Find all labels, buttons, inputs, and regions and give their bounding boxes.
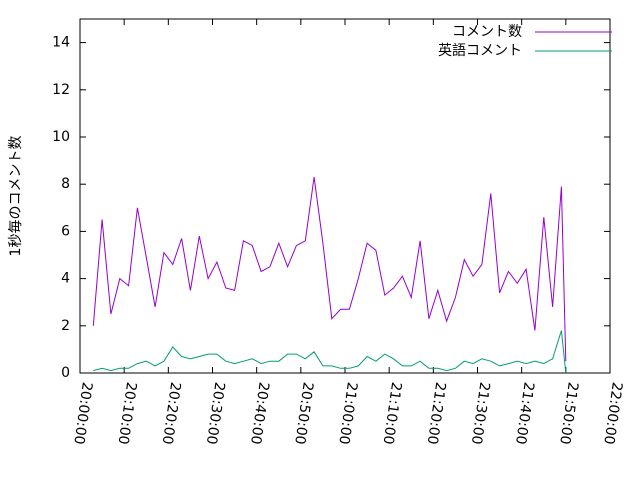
x-tick-label: 20:00:00: [70, 381, 95, 446]
y-tick-label: 2: [61, 318, 70, 334]
data-line: [93, 330, 567, 374]
x-tick-label: 21:40:00: [512, 381, 537, 446]
y-tick-label: 6: [61, 223, 70, 239]
data-line: [92, 177, 567, 362]
x-tick-label: 20:40:00: [247, 381, 272, 446]
y-tick-label: 12: [52, 82, 70, 98]
y-axis-label: 1秒毎のコメント数: [8, 136, 24, 257]
plot-border: [79, 18, 611, 374]
x-tick-label: 20:20:00: [159, 381, 184, 446]
x-tick-label: 20:10:00: [114, 381, 139, 446]
x-tick-label: 21:20:00: [424, 381, 449, 446]
y-tick-label: 8: [61, 176, 70, 192]
x-tick-label: 22:00:00: [600, 381, 625, 446]
y-tick-label: 0: [61, 365, 70, 381]
legend-label: 英語コメント: [438, 42, 522, 59]
x-tick-label: 21:50:00: [556, 381, 581, 446]
y-tick-label: 14: [52, 35, 70, 51]
x-tick-label: 21:00:00: [335, 381, 360, 446]
y-tick-label: 4: [61, 271, 70, 287]
x-tick-label: 20:30:00: [203, 381, 228, 446]
legend-label: コメント数: [452, 24, 522, 40]
x-tick-label: 21:30:00: [468, 381, 493, 446]
x-tick-label: 20:50:00: [291, 381, 316, 446]
x-tick-label: 21:10:00: [379, 381, 404, 446]
y-tick-label: 10: [52, 129, 70, 145]
